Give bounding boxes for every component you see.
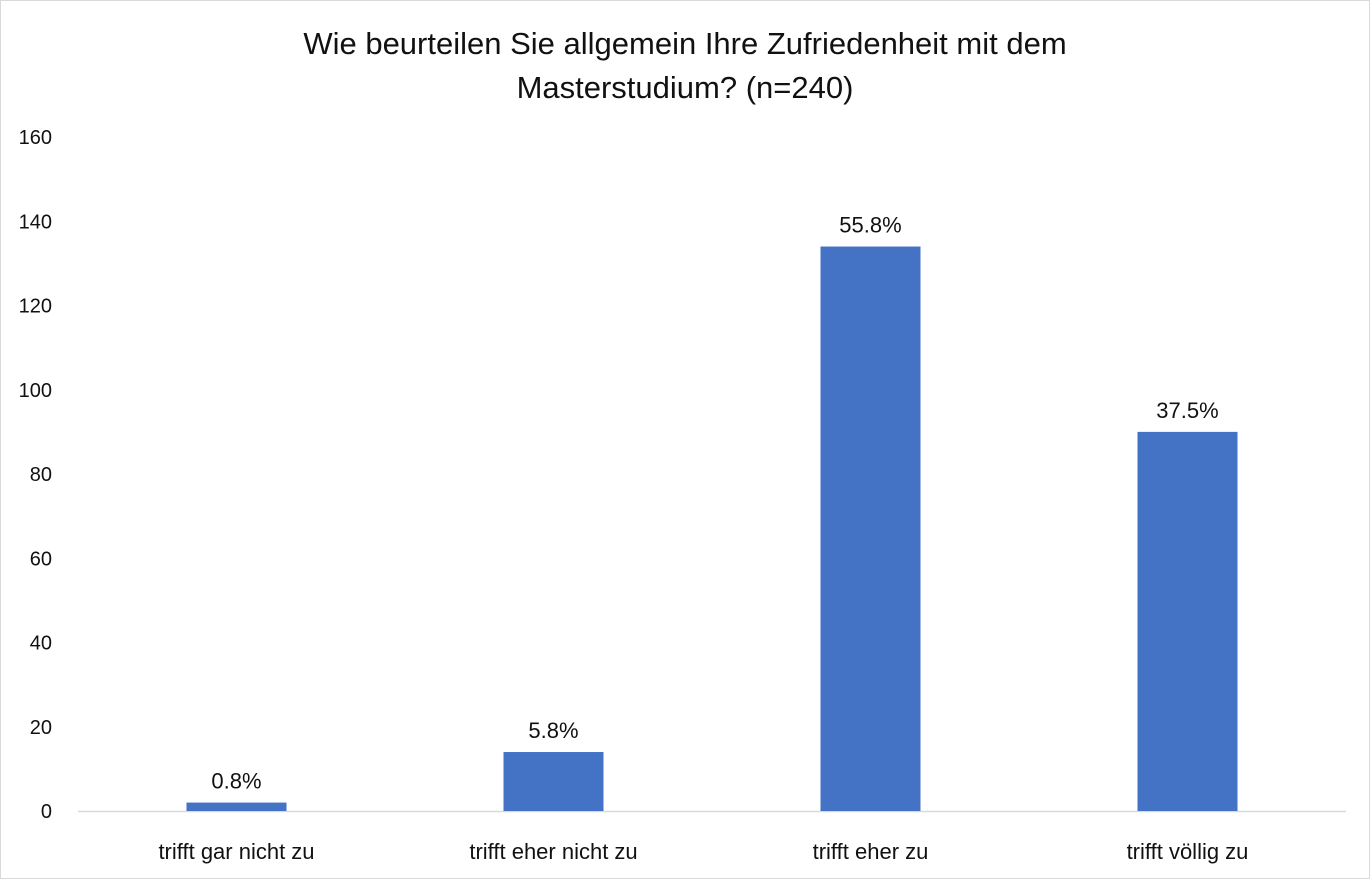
chart-title: Wie beurteilen Sie allgemein Ihre Zufrie…	[0, 22, 1370, 110]
bar	[186, 802, 287, 811]
y-tick-label: 0	[41, 801, 52, 823]
y-tick-label: 20	[30, 717, 52, 739]
y-tick-label: 40	[30, 633, 52, 655]
x-tick-label: trifft völlig zu	[1127, 839, 1249, 864]
data-label: 5.8%	[528, 718, 578, 743]
data-label: 55.8%	[839, 213, 901, 238]
y-tick-label: 60	[30, 548, 52, 570]
bar	[820, 246, 921, 811]
chart-title-line-2: Masterstudium? (n=240)	[516, 70, 854, 105]
chart-title-line-1: Wie beurteilen Sie allgemein Ihre Zufrie…	[303, 26, 1067, 61]
data-label: 0.8%	[211, 769, 261, 794]
y-tick-label: 140	[19, 211, 52, 233]
bar	[503, 752, 604, 811]
y-tick-label: 120	[19, 296, 52, 318]
x-tick-label: trifft gar nicht zu	[158, 839, 314, 864]
bar	[1137, 431, 1238, 811]
x-tick-label: trifft eher zu	[813, 839, 929, 864]
data-label: 37.5%	[1156, 398, 1218, 423]
y-tick-label: 80	[30, 464, 52, 486]
y-tick-label: 100	[19, 380, 52, 402]
x-tick-label: trifft eher nicht zu	[469, 839, 637, 864]
y-tick-label: 160	[19, 127, 52, 149]
